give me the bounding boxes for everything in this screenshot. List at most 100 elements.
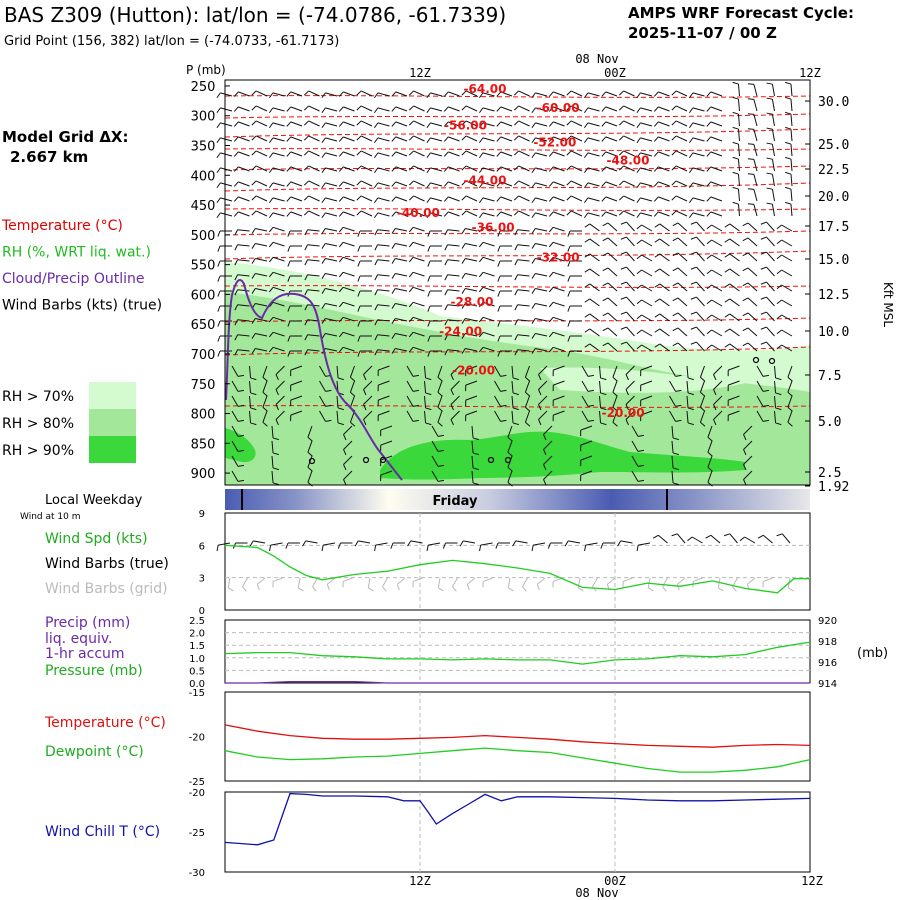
- wind-barb: [307, 451, 313, 457]
- cloud-precip-outline: [225, 279, 403, 481]
- wind-barb: [465, 365, 478, 371]
- wind-barb: [631, 455, 639, 467]
- wind-barb: [363, 410, 373, 420]
- wind-barb: [443, 181, 449, 187]
- wind-barb: [677, 312, 688, 322]
- wind-barb: [426, 197, 431, 204]
- wind-barb: [465, 210, 478, 217]
- precip-label-line3: 1-hr accum: [45, 646, 125, 662]
- wind-barb: [587, 182, 600, 187]
- wind-barb: [737, 159, 740, 172]
- wind-barb: [518, 165, 530, 172]
- wind-barb: [413, 90, 425, 97]
- wind-barb: [607, 312, 618, 322]
- wind-barb: [325, 228, 338, 232]
- wind-barb: [497, 350, 501, 357]
- wind-barb: [787, 365, 793, 378]
- wind-barb: [620, 266, 627, 270]
- wind-barb: [494, 395, 501, 407]
- wind-barb: [408, 241, 414, 248]
- wind-barb: [653, 211, 659, 217]
- wind-barb: [553, 136, 565, 142]
- wind-barb: [672, 327, 679, 332]
- wind-barb: [552, 271, 565, 277]
- wind-barb: [753, 204, 758, 217]
- wind-barb: [250, 422, 257, 426]
- wind-barb: [640, 380, 653, 386]
- wind-barb: [303, 150, 309, 156]
- wind-barb: [517, 319, 530, 322]
- wind-barb: [343, 211, 355, 217]
- wind-barb: [472, 482, 479, 486]
- wind-barb: [216, 122, 221, 129]
- wind-barb: [377, 334, 390, 337]
- wind-barb: [753, 174, 758, 187]
- wind-barb: [216, 212, 221, 219]
- wind-barb: [380, 425, 393, 431]
- grid-wind-barb: [762, 577, 773, 582]
- wind-barb: [584, 223, 591, 228]
- wind-barb: [251, 165, 257, 171]
- panel-frame: [224, 512, 811, 611]
- wind-barb: [304, 319, 309, 326]
- wind-barb: [675, 404, 682, 407]
- wind-barb: [531, 303, 536, 309]
- wind-barb: [518, 105, 530, 112]
- wind-barb: [272, 256, 285, 262]
- wind-barb: [587, 419, 595, 422]
- wind-barb: [338, 226, 344, 233]
- wind-barb: [699, 395, 705, 408]
- wind-barb: [535, 152, 548, 157]
- wind-barb: [600, 407, 607, 411]
- wind-barb: [431, 455, 439, 467]
- wind-barb: [308, 135, 320, 142]
- wind-barb: [237, 479, 245, 482]
- wind-barb: [262, 380, 268, 393]
- wind-barb: [321, 258, 326, 264]
- wind-barb: [450, 410, 460, 420]
- wind-barb: [413, 210, 425, 217]
- wind-barb: [450, 380, 460, 390]
- wind-barb: [511, 365, 514, 378]
- wind-barb: [255, 150, 268, 157]
- wind-barb: [478, 256, 484, 263]
- wind-barb: [268, 122, 274, 129]
- wind-barb: [321, 303, 326, 309]
- wind-barb: [482, 212, 495, 217]
- wind-barb: [363, 395, 373, 405]
- wind-barb: [448, 121, 460, 127]
- wind-barb: [377, 92, 390, 97]
- height-tick-label: 22.5: [818, 163, 849, 178]
- wind-barb: [602, 252, 609, 257]
- wind-barb: [272, 92, 285, 97]
- wind-barb: [448, 106, 460, 112]
- wind-barb: [636, 167, 641, 174]
- wind-barb: [233, 106, 239, 112]
- wind-barb: [377, 107, 390, 112]
- precip-line: [225, 681, 810, 684]
- wind-barb: [437, 410, 443, 423]
- wind-barb: [584, 328, 591, 333]
- wind-barb: [743, 425, 753, 435]
- wind-barb: [461, 195, 467, 201]
- wind-barb: [605, 196, 618, 202]
- wind-barb: [391, 288, 396, 294]
- wind-barb: [287, 260, 291, 267]
- surface-wind-barb: [729, 533, 738, 544]
- wind-barb: [710, 136, 723, 142]
- surface-wind-barb: [723, 533, 730, 537]
- temperature-panel: -15-20-25: [189, 688, 811, 788]
- surface-wind-barb: [253, 540, 266, 544]
- height-axis-title: Kft MSL: [881, 282, 895, 327]
- wind-barb: [216, 197, 221, 204]
- y-tick-label: -25: [189, 777, 205, 788]
- wind-barb: [659, 268, 670, 277]
- grid-wind-barb: [228, 587, 234, 592]
- wind-barb: [589, 223, 600, 232]
- wind-barb: [711, 314, 723, 322]
- wind-barb: [589, 283, 600, 292]
- wind-barb: [658, 166, 670, 172]
- wind-barb: [641, 344, 653, 352]
- wind-barb: [290, 196, 303, 202]
- bottom-date-label: 08 Nov: [575, 886, 618, 900]
